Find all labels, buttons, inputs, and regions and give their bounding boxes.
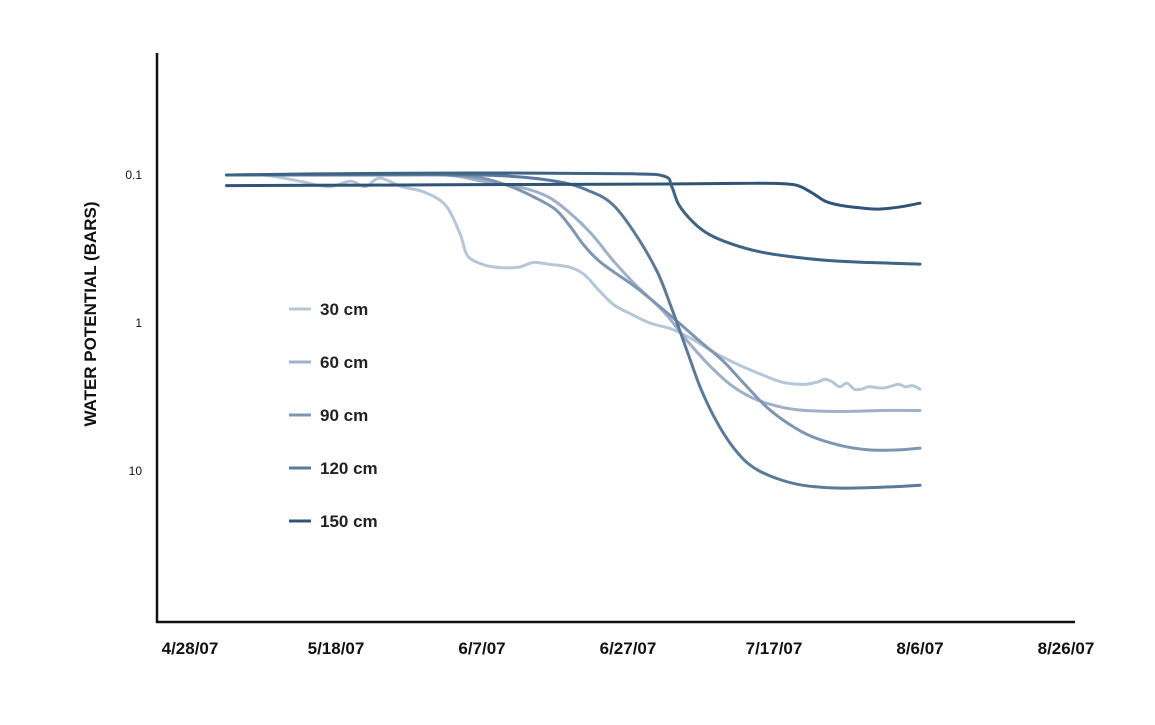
series-line-1 bbox=[225, 173, 922, 392]
x-tick-label: 5/18/07 bbox=[308, 639, 365, 658]
legend: 30 cm 60 cm 90 cm 120 cm 150 cm bbox=[289, 300, 378, 531]
series-line-3 bbox=[225, 173, 922, 452]
legend-label: 120 cm bbox=[320, 459, 378, 478]
legend-label: 60 cm bbox=[320, 353, 368, 372]
legend-label: 90 cm bbox=[320, 406, 368, 425]
x-axis-ticks: 4/28/07 5/18/07 6/7/07 6/27/07 7/17/07 8/6/07… bbox=[162, 639, 1095, 658]
y-tick-label: 0.1 bbox=[125, 168, 142, 182]
legend-label: 150 cm bbox=[320, 512, 378, 531]
series-line-5 bbox=[225, 181, 922, 211]
unlabeled-series-line-1 bbox=[225, 171, 922, 266]
x-tick-label: 6/7/07 bbox=[458, 639, 505, 658]
x-tick-label: 8/26/07 bbox=[1038, 639, 1095, 658]
x-tick-label: 6/27/07 bbox=[600, 639, 657, 658]
y-axis-title: WATER POTENTIAL (BARS) bbox=[81, 201, 100, 426]
x-tick-label: 7/17/07 bbox=[746, 639, 803, 658]
series-line-4 bbox=[225, 173, 922, 490]
legend-label: 30 cm bbox=[320, 300, 368, 319]
series-line-2 bbox=[225, 173, 922, 413]
series-layer bbox=[225, 171, 922, 490]
x-tick-label: 4/28/07 bbox=[162, 639, 219, 658]
y-tick-label: 1 bbox=[135, 316, 142, 330]
y-axis-ticks: 0.1 1 10 bbox=[125, 168, 142, 478]
x-tick-label: 8/6/07 bbox=[896, 639, 943, 658]
y-tick-label: 10 bbox=[129, 464, 143, 478]
